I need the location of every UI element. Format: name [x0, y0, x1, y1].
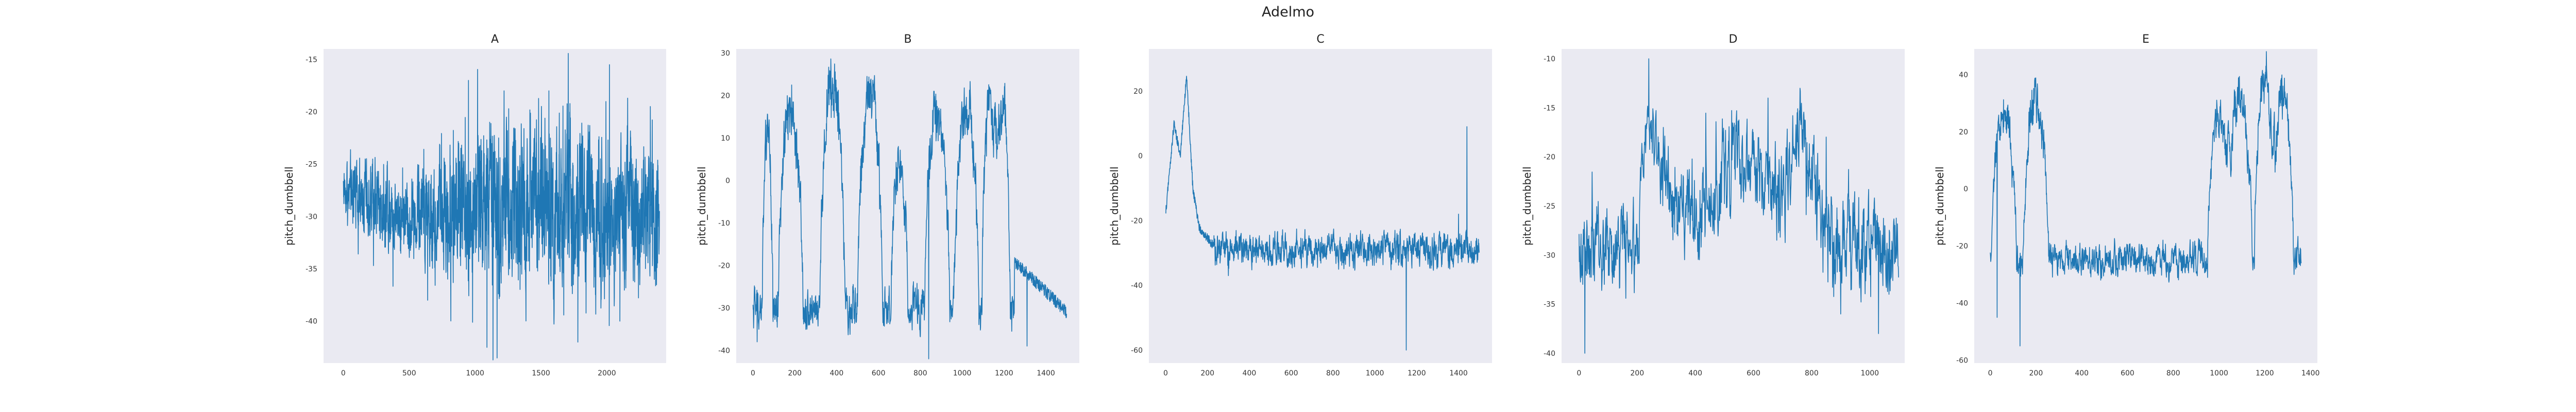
panel-a-xtick: 1000	[466, 369, 484, 377]
panel-d-ytick: -15	[1544, 104, 1555, 112]
panel-d-series-line	[1579, 58, 1899, 354]
panel-a-ylabel: pitch_dumbbell	[283, 166, 295, 245]
panel-c-ylabel: pitch_dumbbell	[1108, 166, 1121, 245]
panel-d-ytick: -10	[1544, 55, 1555, 63]
panel-a-ytick: -25	[306, 161, 317, 169]
panel-e-series-line	[1990, 51, 2302, 347]
panel-c-xtick: 0	[1163, 369, 1168, 377]
panel-b-xtick: 1400	[1037, 369, 1055, 377]
panel-a-xtick: 500	[402, 369, 416, 377]
panel-c-ytick: -40	[1131, 282, 1143, 290]
panel-a-ytick: -40	[306, 318, 317, 326]
panel-b-xtick: 200	[788, 369, 802, 377]
panel-a-ytick: -30	[306, 213, 317, 221]
panel-c-ytick: -60	[1131, 347, 1143, 355]
panel-e-ylabel: pitch_dumbbell	[1934, 166, 1946, 245]
figure-suptitle: Adelmo	[1261, 4, 1315, 20]
panel-e-ytick: -60	[1956, 356, 1968, 365]
panel-b-ytick: 10	[721, 134, 730, 143]
panel-a-title: A	[491, 33, 499, 46]
panel-b-title: B	[904, 33, 911, 46]
panel-b-ytick: -40	[718, 347, 730, 355]
panel-d-ytick: -40	[1544, 350, 1555, 358]
panel-d-ytick: -35	[1544, 301, 1555, 309]
panel-e-ytick: 0	[1963, 185, 1968, 194]
panel-b-ytick: 0	[725, 177, 730, 185]
panel-d-xtick: 1000	[1860, 369, 1879, 377]
panel-c-xtick: 600	[1284, 369, 1298, 377]
panel-c-xtick: 1200	[1408, 369, 1426, 377]
panel-a-series-line	[343, 53, 660, 360]
panel-b-xtick: 1200	[995, 369, 1013, 377]
panel-e-ytick: -40	[1956, 300, 1968, 308]
panel-e-ytick: 40	[1959, 71, 1968, 79]
panel-c-ytick: 20	[1133, 88, 1143, 96]
panel-e-xtick: 1200	[2256, 369, 2274, 377]
panel-e-ytick: 20	[1959, 128, 1968, 136]
panel-b-ytick: 30	[721, 49, 730, 58]
panel-d-ytick: -20	[1544, 153, 1555, 162]
panel-c-xtick: 1400	[1449, 369, 1468, 377]
panel-d-ytick: -25	[1544, 202, 1555, 211]
panel-d-ytick: -30	[1544, 251, 1555, 260]
panel-a-xtick: 2000	[598, 369, 616, 377]
panel-b-ytick: 20	[721, 92, 730, 100]
panel-b-ytick: -20	[718, 262, 730, 270]
panel-e-xtick: 1000	[2210, 369, 2228, 377]
panel-c-background	[1149, 49, 1492, 363]
panel-e-xtick: 200	[2029, 369, 2043, 377]
panel-d-xtick: 0	[1577, 369, 1581, 377]
panel-d-ylabel: pitch_dumbbell	[1521, 166, 1533, 245]
panel-c-xtick: 200	[1200, 369, 1214, 377]
panel-d-xtick: 400	[1688, 369, 1702, 377]
panel-b-series-line	[752, 58, 1067, 359]
panel-b-xtick: 0	[751, 369, 755, 377]
panel-c-xtick: 800	[1326, 369, 1340, 377]
panel-a-ytick: -20	[306, 108, 317, 116]
panel-c-xtick: 1000	[1366, 369, 1384, 377]
panel-d-xtick: 200	[1630, 369, 1644, 377]
panel-e-xtick: 800	[2166, 369, 2180, 377]
panel-c-series-line	[1165, 76, 1480, 351]
panel-b-ylabel: pitch_dumbbell	[696, 166, 708, 245]
panel-a-ytick: -35	[306, 265, 317, 273]
panel-e-xtick: 0	[1988, 369, 1993, 377]
panel-d-xtick: 800	[1805, 369, 1819, 377]
panel-e-xtick: 600	[2121, 369, 2134, 377]
panel-b-xtick: 400	[830, 369, 844, 377]
panel-e-xtick: 400	[2075, 369, 2089, 377]
panel-b-ytick: -30	[718, 304, 730, 313]
panel-c-ytick: -20	[1131, 217, 1143, 225]
panel-c-xtick: 400	[1243, 369, 1257, 377]
panel-e-title: E	[2142, 33, 2149, 46]
panel-a-xtick: 0	[341, 369, 346, 377]
panel-b-xtick: 600	[872, 369, 886, 377]
panel-c-title: C	[1316, 33, 1324, 46]
panel-b-xtick: 1000	[953, 369, 972, 377]
panel-b-xtick: 800	[913, 369, 927, 377]
panel-c-ytick: 0	[1138, 152, 1143, 161]
panel-b-ytick: -10	[718, 219, 730, 228]
panel-d-xtick: 600	[1747, 369, 1760, 377]
panel-d-title: D	[1729, 33, 1738, 46]
panel-a-xtick: 1500	[532, 369, 550, 377]
panel-a-ytick: -15	[306, 56, 317, 64]
panel-e-xtick: 1400	[2301, 369, 2320, 377]
panel-e-ytick: -20	[1956, 243, 1968, 251]
